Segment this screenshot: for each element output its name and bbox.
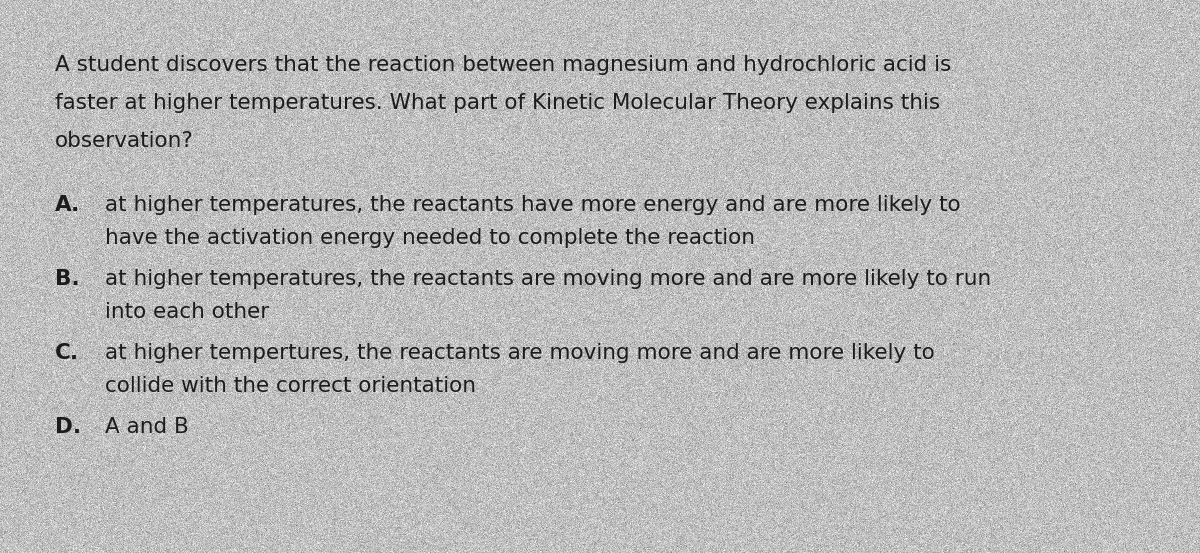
Text: at higher temperatures, the reactants are moving more and are more likely to run: at higher temperatures, the reactants ar… (106, 269, 991, 289)
Text: C.: C. (55, 343, 79, 363)
Text: at higher temperatures, the reactants have more energy and are more likely to: at higher temperatures, the reactants ha… (106, 195, 961, 215)
Text: B.: B. (55, 269, 79, 289)
Text: A.: A. (55, 195, 80, 215)
Text: A and B: A and B (106, 417, 188, 437)
Text: at higher tempertures, the reactants are moving more and are more likely to: at higher tempertures, the reactants are… (106, 343, 935, 363)
Text: collide with the correct orientation: collide with the correct orientation (106, 376, 476, 396)
Text: have the activation energy needed to complete the reaction: have the activation energy needed to com… (106, 228, 755, 248)
Text: faster at higher temperatures. What part of Kinetic Molecular Theory explains th: faster at higher temperatures. What part… (55, 93, 940, 113)
Text: A student discovers that the reaction between magnesium and hydrochloric acid is: A student discovers that the reaction be… (55, 55, 952, 75)
Text: observation?: observation? (55, 131, 193, 151)
Text: into each other: into each other (106, 302, 269, 322)
Text: D.: D. (55, 417, 82, 437)
